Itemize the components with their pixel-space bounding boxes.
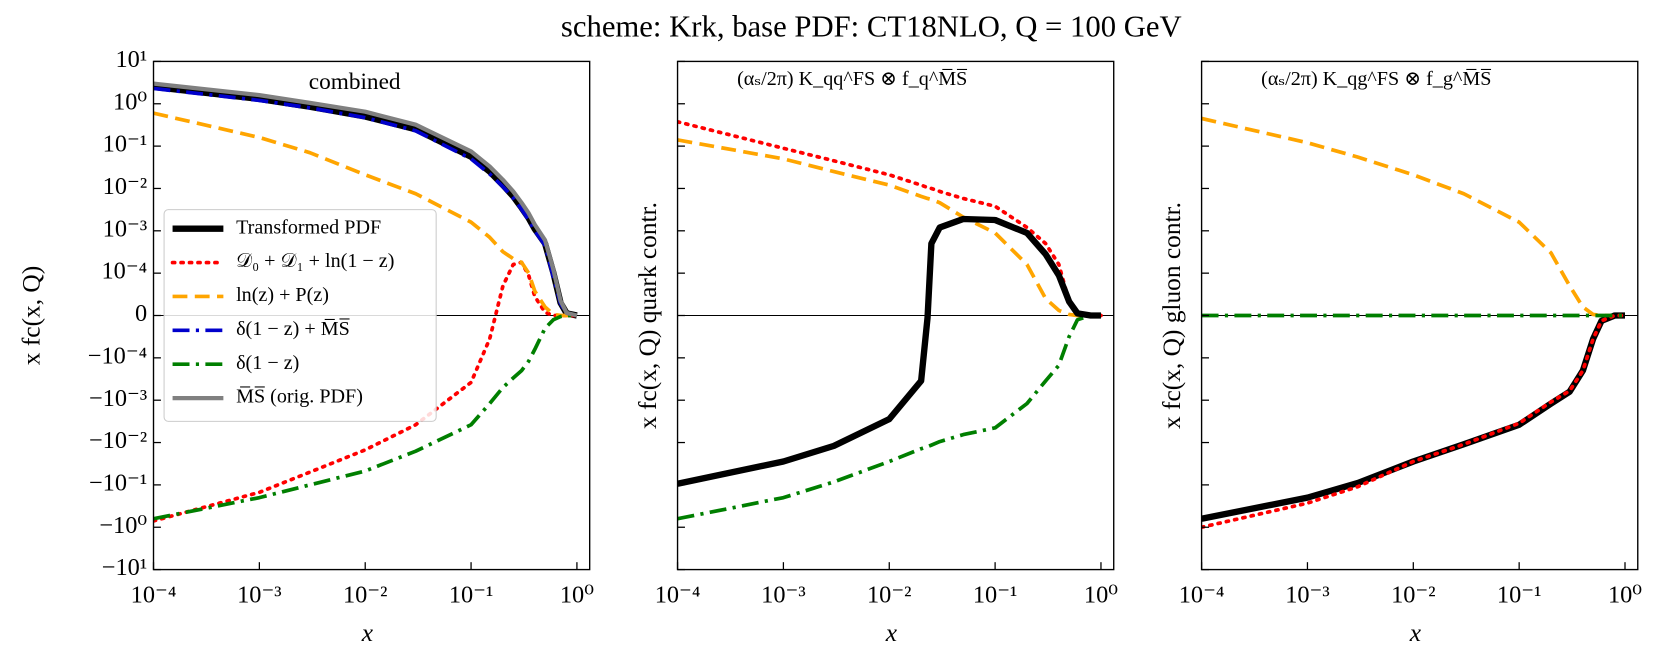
series-line [677, 313, 1101, 521]
x-tick-label: 10⁻² [1391, 582, 1435, 609]
y-tick-label: −10⁻³ [89, 385, 147, 412]
series-line [153, 81, 578, 318]
y-tick-label: 10⁰ [113, 88, 147, 115]
x-axis-label: x [361, 619, 374, 647]
panel-title: (αₛ/2π) K_qq^FS ⊗ f_q^M̅S̅ [737, 68, 968, 90]
x-tick-label: 10⁻⁴ [655, 582, 701, 609]
y-tick-label: 10⁻⁴ [101, 258, 147, 285]
series-line [153, 260, 579, 523]
x-axis-label: x [1409, 619, 1422, 647]
x-tick-label: 10⁻² [867, 582, 911, 609]
y-tick-label: −10⁻⁴ [88, 342, 147, 369]
x-tick-label: 10⁰ [1608, 582, 1642, 609]
x-tick-label: 10⁻³ [1285, 582, 1329, 609]
x-tick-label: 10⁻⁴ [1179, 582, 1225, 609]
y-tick-label: −10⁻¹ [89, 469, 147, 496]
legend-label: δ(1 − z) [236, 352, 299, 374]
y-tick-label: −10¹ [102, 554, 147, 581]
plot-lines [1201, 116, 1627, 530]
y-tick-label: 10¹ [116, 46, 148, 73]
series-line [153, 313, 577, 521]
y-axis-label: x fc(x, Q) quark contr. [634, 202, 662, 429]
plot-lines [153, 81, 579, 523]
figure-title: scheme: Krk, base PDF: CT18NLO, Q = 100 … [561, 10, 1182, 44]
y-tick-label: −10⁻² [89, 427, 147, 454]
x-tick-label: 10⁻² [343, 582, 387, 609]
x-axis-label: x [885, 619, 898, 647]
x-tick-label: 10⁻³ [237, 582, 281, 609]
x-tick-label: 10⁻³ [761, 582, 805, 609]
x-tick-label: 10⁻¹ [449, 582, 493, 609]
x-tick-label: 10⁻¹ [973, 582, 1017, 609]
series-line [153, 111, 577, 318]
series-line [1201, 313, 1627, 530]
panel-title: combined [309, 69, 401, 95]
y-tick-label: 0 [135, 300, 147, 327]
y-axis-label: x fc(x, Q) gluon contr. [1158, 202, 1186, 429]
legend-label: 𝒟₀ + 𝒟₁ + ln(1 − z) [236, 250, 394, 272]
legend-box [163, 209, 437, 422]
plot-lines [677, 119, 1103, 521]
y-tick-label: −10⁰ [99, 512, 147, 539]
series-line [1201, 116, 1626, 318]
x-tick-label: 10⁻⁴ [131, 582, 177, 609]
x-tick-label: 10⁻¹ [1497, 582, 1541, 609]
y-tick-label: 10⁻² [103, 173, 147, 200]
panel-title: (αₛ/2π) K_qg^FS ⊗ f_g^M̅S̅ [1261, 68, 1492, 90]
legend-label: δ(1 − z) + M̅S̅ [236, 318, 350, 340]
legend-label: ln(z) + P(z) [236, 284, 329, 306]
y-axis-label: x fc(x, Q) [18, 266, 46, 365]
y-tick-label: 10⁻³ [103, 215, 147, 242]
y-tick-label: 10⁻¹ [103, 131, 147, 158]
x-tick-label: 10⁰ [1084, 582, 1118, 609]
series-line [677, 215, 1101, 487]
legend-label: Transformed PDF [236, 216, 381, 238]
legend-label: M̅S̅ (orig. PDF) [236, 386, 363, 408]
x-tick-label: 10⁰ [560, 582, 594, 609]
